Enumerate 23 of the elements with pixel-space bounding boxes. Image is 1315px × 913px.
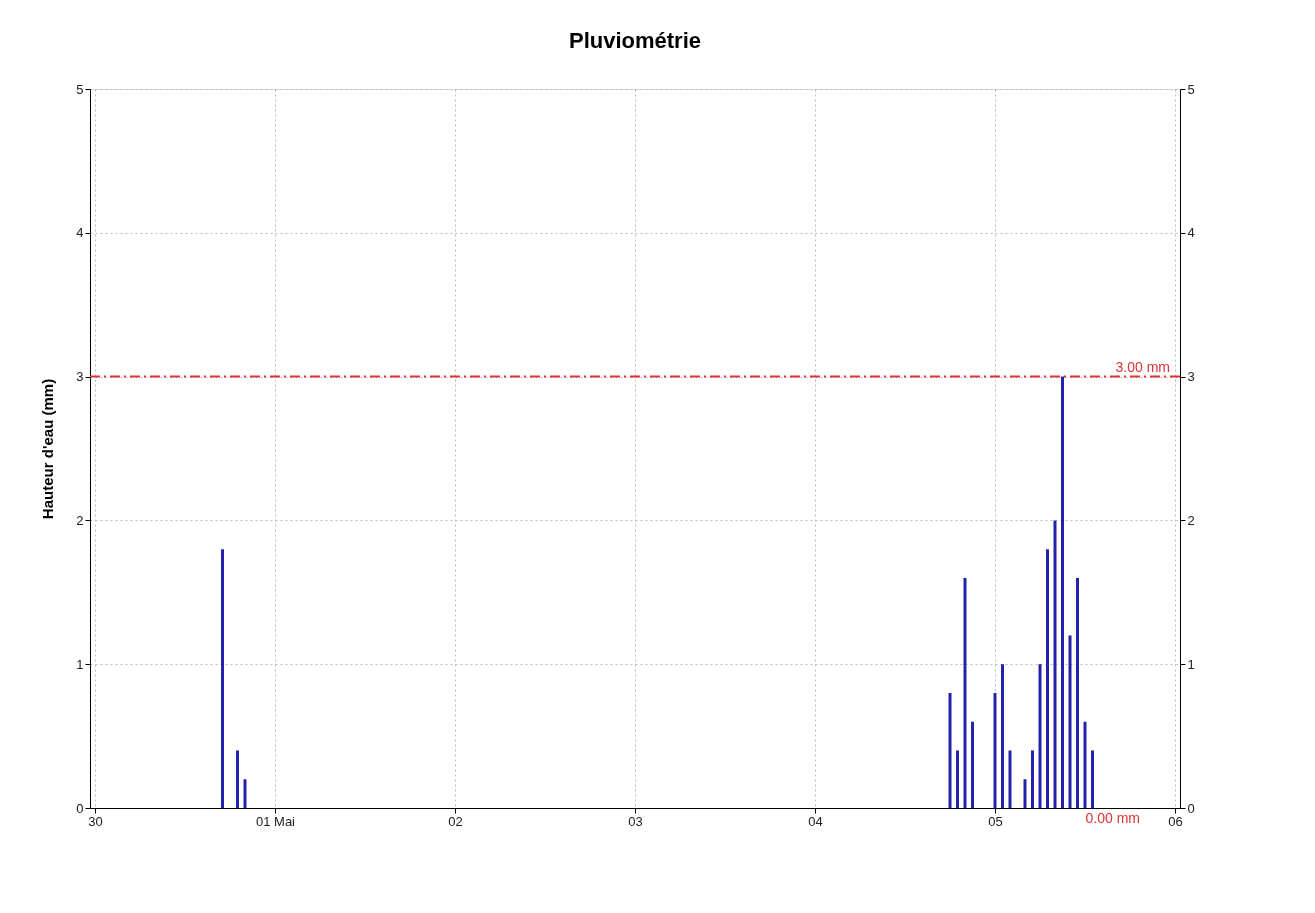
x-tick-label: 04 (808, 813, 823, 829)
y-axis-title: Hauteur d'eau (mm) (39, 378, 57, 520)
y-tick-label: 2 (76, 512, 84, 528)
y2-tick-label: 0 (1187, 800, 1195, 816)
y-tick-label: 4 (76, 225, 84, 241)
x-tick-label: 30 (88, 813, 103, 829)
y2-tick-label: 4 (1187, 225, 1195, 241)
y2-tick-label: 1 (1187, 656, 1195, 672)
x-tick-label: 03 (628, 813, 643, 829)
y2-tick-label: 5 (1187, 81, 1195, 97)
ref-line-label: 3.00 mm (1115, 358, 1170, 375)
y-tick-label: 3 (76, 369, 84, 385)
x-tick-label: 06 (1168, 813, 1183, 829)
x-tick-label: 02 (448, 813, 463, 829)
y2-tick-label: 2 (1187, 512, 1195, 528)
y-tick-label: 5 (76, 81, 84, 97)
x-tick-label: 01 Mai (255, 813, 296, 829)
y2-tick-label: 3 (1187, 369, 1195, 385)
chart-title: Pluviométrie (568, 28, 702, 53)
y-tick-label: 0 (76, 800, 84, 816)
x-tick-label: 05 (988, 813, 1003, 829)
text: 0.00 mm (1085, 810, 1140, 826)
y-tick-label: 1 (76, 656, 84, 672)
